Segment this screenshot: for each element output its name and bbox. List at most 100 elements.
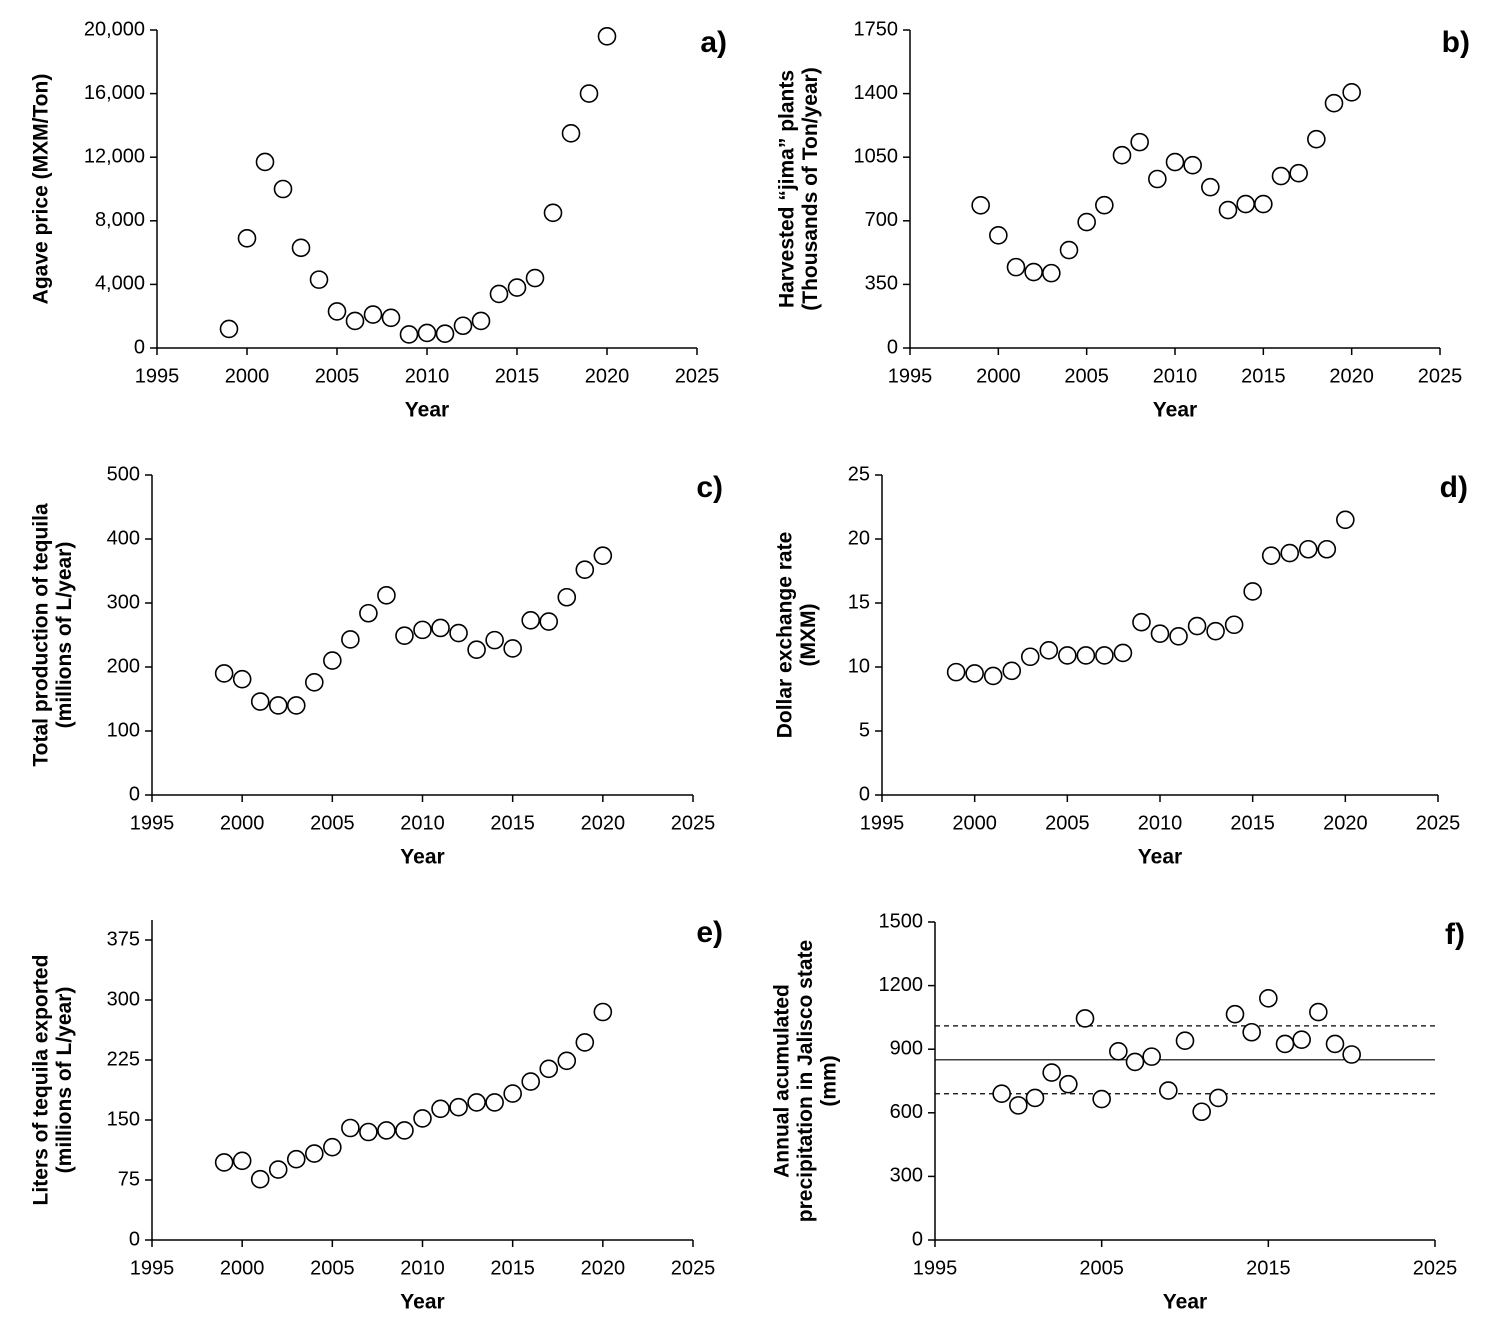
panel: 0 300 600 900 1200 1500 1995 2005 2015 2025 Year An… — [771, 910, 1465, 1313]
y-tick-label: 1500 — [879, 910, 924, 932]
data-point — [1342, 83, 1361, 102]
x-tick-label: 2000 — [220, 812, 265, 834]
y-tick-label: 8,000 — [95, 209, 145, 231]
data-point — [593, 546, 613, 565]
data-point — [1042, 1063, 1061, 1082]
data-point — [327, 302, 347, 321]
data-point — [1092, 1089, 1111, 1109]
y-tick-label: 375 — [107, 928, 140, 950]
panel-label: d) — [1440, 471, 1468, 504]
x-tick-label: 2015 — [1241, 365, 1286, 387]
x-tick-label: 2020 — [585, 365, 630, 387]
data-point — [1058, 646, 1077, 665]
x-tick-label: 2025 — [671, 812, 716, 834]
data-point — [1148, 169, 1167, 189]
x-tick-label: 2020 — [581, 1257, 626, 1279]
data-point — [273, 179, 293, 199]
data-point — [1307, 129, 1326, 149]
data-point — [323, 651, 342, 670]
y-tick-label: 16,000 — [84, 82, 145, 104]
x-tick-label: 2025 — [1418, 365, 1463, 387]
data-point — [435, 324, 455, 343]
data-point — [1192, 1102, 1211, 1122]
data-point — [413, 1109, 432, 1128]
panel-label: c) — [696, 471, 723, 504]
x-tick-label: 2010 — [1138, 812, 1183, 834]
data-point — [341, 630, 360, 649]
data-point — [449, 623, 468, 643]
data-point — [431, 618, 450, 638]
data-point — [971, 196, 990, 215]
panel-label: b) — [1442, 26, 1470, 59]
data-point — [1325, 1034, 1345, 1054]
data-point — [1076, 646, 1096, 665]
x-tick-label: 1995 — [130, 1257, 175, 1279]
y-tick-label: 0 — [129, 1228, 140, 1250]
data-point — [1125, 1052, 1145, 1072]
y-axis-title: Harvested “jima” plants — [776, 70, 799, 308]
data-point — [1095, 646, 1114, 665]
y-tick-label: 15 — [848, 591, 870, 613]
data-point — [507, 278, 527, 297]
x-tick-label: 2025 — [671, 1257, 716, 1279]
data-point — [399, 325, 419, 344]
data-point — [1024, 262, 1043, 282]
data-point — [1059, 1074, 1078, 1094]
x-tick-label: 2010 — [400, 812, 445, 834]
data-point — [1280, 543, 1300, 563]
y-tick-label: 20 — [848, 527, 870, 549]
y-tick-label: 150 — [107, 1108, 140, 1130]
data-point — [1187, 616, 1207, 636]
y-tick-label: 20,000 — [84, 18, 145, 40]
data-point — [1169, 626, 1188, 646]
data-point — [539, 1059, 559, 1079]
y-tick-label: 1750 — [854, 18, 899, 40]
y-axis-title: (millions of L/year) — [53, 542, 76, 729]
data-point — [1175, 1031, 1195, 1051]
data-point — [989, 226, 1008, 245]
data-point — [232, 669, 252, 689]
y-axis-title: (MXM) — [797, 604, 820, 667]
x-tick-label: 2000 — [225, 365, 270, 387]
data-point — [965, 664, 984, 683]
data-point — [214, 664, 234, 683]
y-axis-title: (mm) — [818, 1055, 841, 1106]
data-point — [575, 1033, 595, 1052]
data-point — [449, 1097, 468, 1117]
data-point — [467, 1093, 486, 1112]
data-point — [557, 1051, 577, 1071]
y-tick-label: 100 — [107, 719, 140, 741]
data-point — [255, 152, 275, 172]
x-axis-title: Year — [405, 399, 449, 422]
y-tick-label: 75 — [118, 1168, 140, 1190]
data-point — [503, 639, 522, 658]
data-point — [1142, 1047, 1161, 1066]
x-tick-label: 2005 — [310, 1257, 355, 1279]
data-point — [1218, 200, 1238, 220]
data-point — [1259, 989, 1278, 1008]
x-tick-label: 2015 — [495, 365, 540, 387]
data-point — [561, 124, 581, 143]
y-tick-label: 400 — [107, 527, 140, 549]
data-point — [1112, 145, 1132, 165]
data-point — [1006, 257, 1026, 277]
y-tick-label: 225 — [107, 1048, 140, 1070]
y-axis-title: Total production of tequila — [30, 503, 53, 767]
x-tick-label: 2020 — [581, 812, 626, 834]
data-point — [232, 1151, 252, 1171]
y-tick-label: 350 — [865, 273, 898, 295]
x-tick-label: 2005 — [315, 365, 360, 387]
data-point — [1130, 132, 1149, 152]
data-point — [1242, 1022, 1261, 1042]
data-point — [983, 666, 1003, 686]
x-axis-title: Year — [1153, 399, 1197, 422]
data-point — [1324, 93, 1344, 113]
x-tick-label: 2000 — [976, 365, 1021, 387]
data-point — [489, 284, 509, 304]
data-point — [485, 1093, 504, 1112]
x-tick-label: 2010 — [1153, 365, 1198, 387]
data-point — [395, 626, 414, 645]
data-point — [1206, 621, 1225, 641]
data-point — [431, 1099, 450, 1119]
x-tick-label: 2020 — [1329, 365, 1374, 387]
